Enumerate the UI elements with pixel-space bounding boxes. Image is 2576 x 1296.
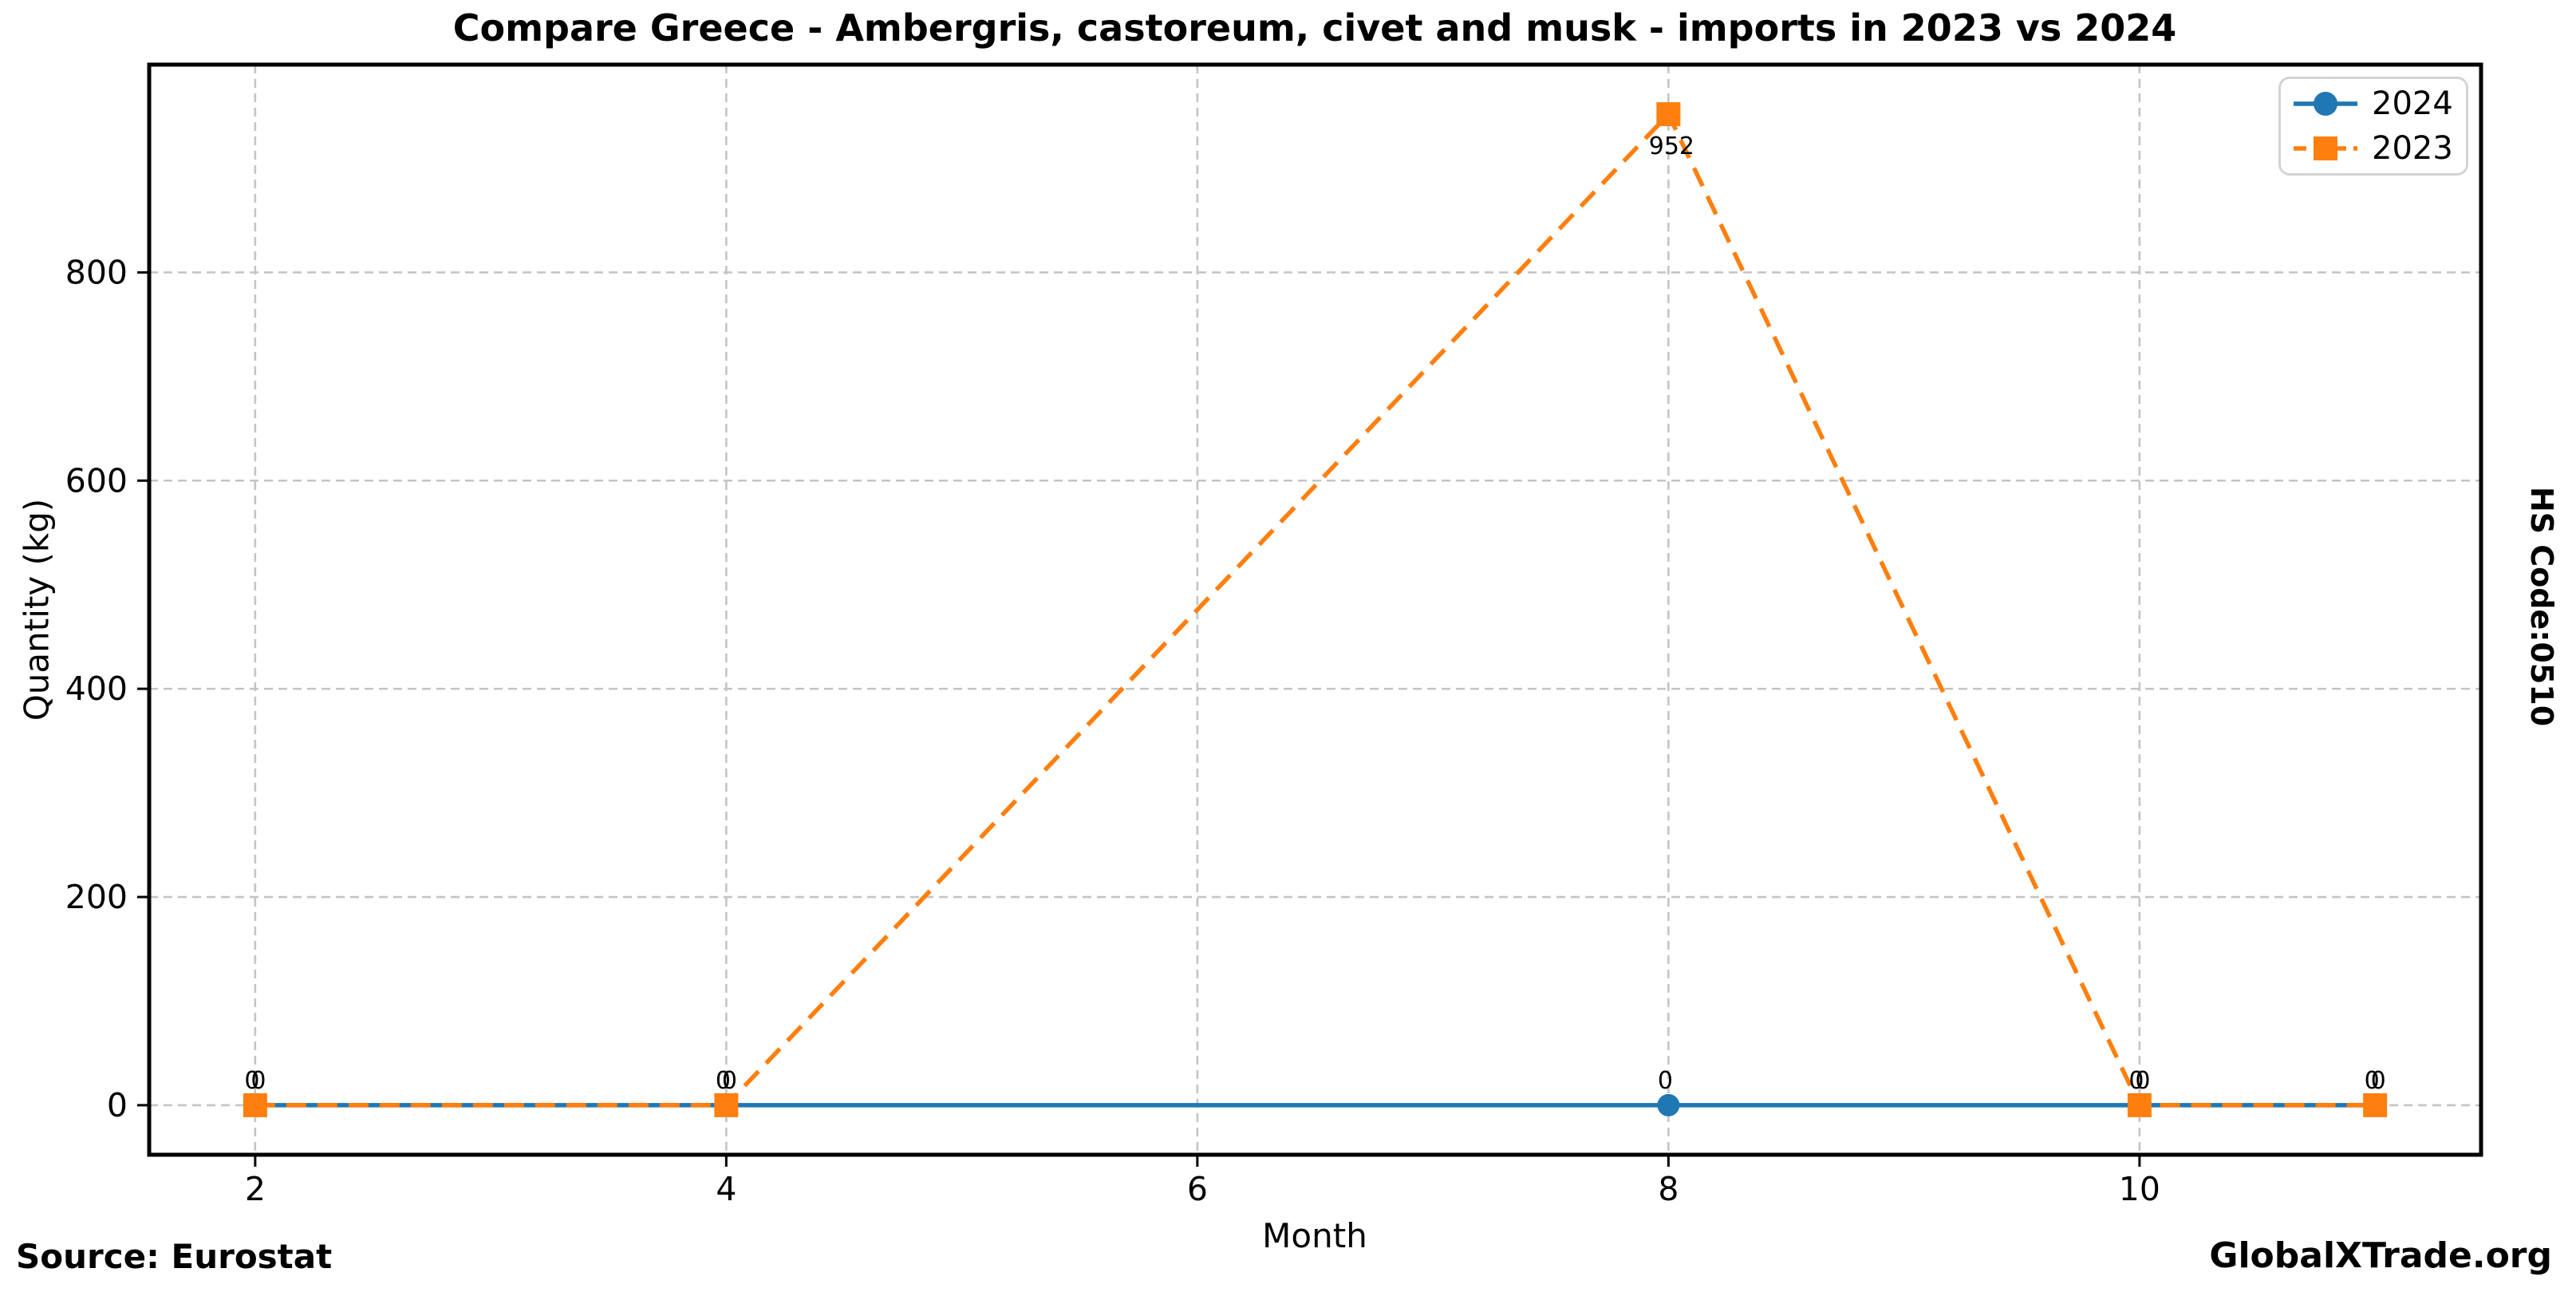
brand-label: GlobalXTrade.org [2209, 1235, 2552, 1276]
data-point-label: 0 [716, 1067, 731, 1095]
y-tick-label: 0 [107, 1086, 128, 1124]
data-point-marker-2023 [1656, 102, 1681, 127]
legend: 2024 2023 [2278, 77, 2468, 176]
legend-sample-2024-icon [2294, 92, 2357, 116]
plot-border [147, 62, 2483, 1157]
legend-marker-2024 [2314, 92, 2337, 116]
data-point-marker-2023 [2127, 1093, 2152, 1117]
legend-item-2023: 2023 [2292, 128, 2466, 169]
legend-marker-2023 [2314, 136, 2337, 160]
x-tick-label: 2 [245, 1170, 266, 1208]
data-point-label: 0 [2365, 1067, 2380, 1095]
x-tick-label: 10 [2119, 1170, 2160, 1208]
data-point-marker-2023 [2363, 1093, 2388, 1117]
hs-code-label: HS Code:0510 [2524, 486, 2559, 727]
data-point-label: 0 [1658, 1067, 1673, 1095]
data-point-marker-2024 [1657, 1093, 1680, 1116]
data-point-marker-2023 [714, 1093, 739, 1117]
data-point-label: 952 [1649, 132, 1694, 160]
x-axis-label: Month [1262, 1216, 1367, 1255]
data-point-label: 0 [2128, 1067, 2144, 1095]
x-tick-label: 6 [1187, 1170, 1208, 1208]
data-point-label: 0 [2135, 1067, 2150, 1095]
data-point-label: 0 [2371, 1067, 2386, 1095]
legend-label-2024: 2024 [2372, 85, 2453, 122]
x-tick-label: 4 [716, 1170, 736, 1208]
y-tick-label: 400 [65, 670, 128, 708]
x-tick-label: 8 [1658, 1170, 1679, 1208]
y-tick-label: 600 [65, 461, 128, 500]
legend-sample-2023-icon [2294, 136, 2357, 160]
series-line-2023 [254, 110, 2376, 1108]
legend-label-2023: 2023 [2372, 130, 2453, 167]
source-label: Source: Eurostat [16, 1237, 333, 1276]
data-point-label: 0 [244, 1067, 259, 1095]
legend-item-2024: 2024 [2292, 83, 2466, 124]
y-tick-label: 800 [65, 253, 128, 291]
data-point-label: 0 [250, 1067, 266, 1095]
data-point-marker-2023 [243, 1093, 267, 1117]
data-point-label: 0 [722, 1067, 737, 1095]
y-tick-label: 200 [65, 878, 128, 916]
chart-title: Compare Greece - Ambergris, castoreum, c… [452, 6, 2177, 49]
